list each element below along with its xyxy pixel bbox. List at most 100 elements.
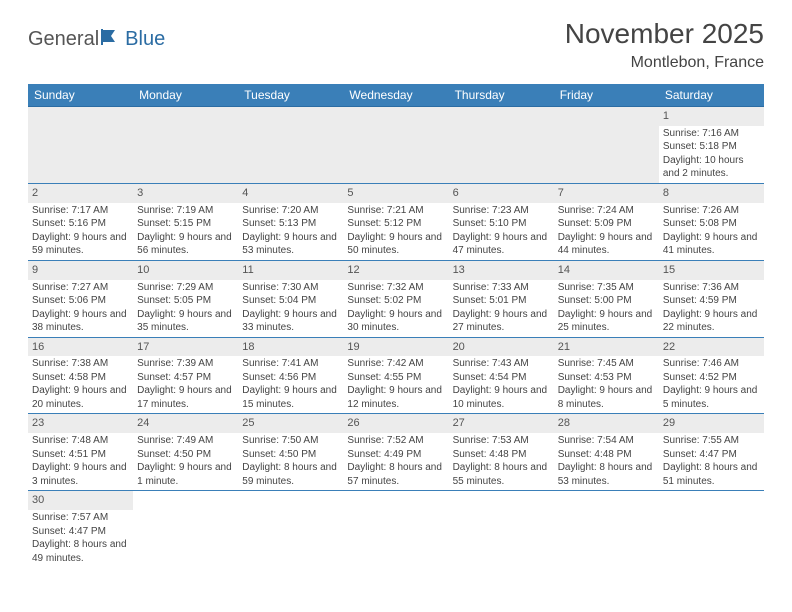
day-details: Sunrise: 7:16 AMSunset: 5:18 PMDaylight:… <box>659 126 764 183</box>
calendar-empty-cell <box>28 107 133 184</box>
day-number: 27 <box>449 414 554 433</box>
calendar-week-row: 9Sunrise: 7:27 AMSunset: 5:06 PMDaylight… <box>28 260 764 337</box>
sunrise-text: Sunrise: 7:19 AM <box>137 204 234 218</box>
calendar-day-cell: 5Sunrise: 7:21 AMSunset: 5:12 PMDaylight… <box>343 183 448 260</box>
calendar-empty-cell <box>554 491 659 567</box>
day-details: Sunrise: 7:39 AMSunset: 4:57 PMDaylight:… <box>133 356 238 413</box>
day-details: Sunrise: 7:36 AMSunset: 4:59 PMDaylight:… <box>659 280 764 337</box>
calendar-day-cell: 30Sunrise: 7:57 AMSunset: 4:47 PMDayligh… <box>28 491 133 567</box>
daylight-text: Daylight: 9 hours and 44 minutes. <box>558 231 655 258</box>
day-number: 16 <box>28 338 133 357</box>
calendar-week-row: 1Sunrise: 7:16 AMSunset: 5:18 PMDaylight… <box>28 107 764 184</box>
calendar-day-cell: 10Sunrise: 7:29 AMSunset: 5:05 PMDayligh… <box>133 260 238 337</box>
weekday-header: Wednesday <box>343 84 448 107</box>
calendar-empty-cell <box>238 107 343 184</box>
daylight-text: Daylight: 9 hours and 10 minutes. <box>453 384 550 411</box>
sunrise-text: Sunrise: 7:43 AM <box>453 357 550 371</box>
sunset-text: Sunset: 4:49 PM <box>347 448 444 462</box>
daylight-text: Daylight: 9 hours and 33 minutes. <box>242 308 339 335</box>
calendar-body: 1Sunrise: 7:16 AMSunset: 5:18 PMDaylight… <box>28 107 764 568</box>
calendar-table: SundayMondayTuesdayWednesdayThursdayFrid… <box>28 84 764 567</box>
calendar-day-cell: 4Sunrise: 7:20 AMSunset: 5:13 PMDaylight… <box>238 183 343 260</box>
day-details: Sunrise: 7:27 AMSunset: 5:06 PMDaylight:… <box>28 280 133 337</box>
sunset-text: Sunset: 5:13 PM <box>242 217 339 231</box>
sunrise-text: Sunrise: 7:29 AM <box>137 281 234 295</box>
day-number: 6 <box>449 184 554 203</box>
sunset-text: Sunset: 4:55 PM <box>347 371 444 385</box>
daylight-text: Daylight: 9 hours and 50 minutes. <box>347 231 444 258</box>
daylight-text: Daylight: 9 hours and 25 minutes. <box>558 308 655 335</box>
sunset-text: Sunset: 4:47 PM <box>32 525 129 539</box>
day-details: Sunrise: 7:19 AMSunset: 5:15 PMDaylight:… <box>133 203 238 260</box>
daylight-text: Daylight: 8 hours and 51 minutes. <box>663 461 760 488</box>
day-number: 24 <box>133 414 238 433</box>
daylight-text: Daylight: 9 hours and 59 minutes. <box>32 231 129 258</box>
calendar-empty-cell <box>133 107 238 184</box>
day-number: 22 <box>659 338 764 357</box>
calendar-day-cell: 26Sunrise: 7:52 AMSunset: 4:49 PMDayligh… <box>343 414 448 491</box>
day-details: Sunrise: 7:55 AMSunset: 4:47 PMDaylight:… <box>659 433 764 490</box>
daylight-text: Daylight: 9 hours and 17 minutes. <box>137 384 234 411</box>
day-details: Sunrise: 7:41 AMSunset: 4:56 PMDaylight:… <box>238 356 343 413</box>
day-details: Sunrise: 7:52 AMSunset: 4:49 PMDaylight:… <box>343 433 448 490</box>
weekday-header: Saturday <box>659 84 764 107</box>
calendar-day-cell: 12Sunrise: 7:32 AMSunset: 5:02 PMDayligh… <box>343 260 448 337</box>
sunset-text: Sunset: 4:53 PM <box>558 371 655 385</box>
sunset-text: Sunset: 5:10 PM <box>453 217 550 231</box>
daylight-text: Daylight: 9 hours and 22 minutes. <box>663 308 760 335</box>
day-number: 26 <box>343 414 448 433</box>
sunset-text: Sunset: 5:01 PM <box>453 294 550 308</box>
calendar-day-cell: 3Sunrise: 7:19 AMSunset: 5:15 PMDaylight… <box>133 183 238 260</box>
sunrise-text: Sunrise: 7:39 AM <box>137 357 234 371</box>
daylight-text: Daylight: 9 hours and 41 minutes. <box>663 231 760 258</box>
calendar-day-cell: 20Sunrise: 7:43 AMSunset: 4:54 PMDayligh… <box>449 337 554 414</box>
sunset-text: Sunset: 4:52 PM <box>663 371 760 385</box>
sunrise-text: Sunrise: 7:48 AM <box>32 434 129 448</box>
day-number: 13 <box>449 261 554 280</box>
calendar-day-cell: 24Sunrise: 7:49 AMSunset: 4:50 PMDayligh… <box>133 414 238 491</box>
day-number: 20 <box>449 338 554 357</box>
sunset-text: Sunset: 5:16 PM <box>32 217 129 231</box>
day-number: 4 <box>238 184 343 203</box>
day-details: Sunrise: 7:29 AMSunset: 5:05 PMDaylight:… <box>133 280 238 337</box>
day-details: Sunrise: 7:23 AMSunset: 5:10 PMDaylight:… <box>449 203 554 260</box>
sunrise-text: Sunrise: 7:36 AM <box>663 281 760 295</box>
day-details: Sunrise: 7:26 AMSunset: 5:08 PMDaylight:… <box>659 203 764 260</box>
calendar-day-cell: 13Sunrise: 7:33 AMSunset: 5:01 PMDayligh… <box>449 260 554 337</box>
daylight-text: Daylight: 9 hours and 12 minutes. <box>347 384 444 411</box>
sunrise-text: Sunrise: 7:50 AM <box>242 434 339 448</box>
calendar-day-cell: 16Sunrise: 7:38 AMSunset: 4:58 PMDayligh… <box>28 337 133 414</box>
logo: General Blue <box>28 18 165 51</box>
daylight-text: Daylight: 9 hours and 8 minutes. <box>558 384 655 411</box>
day-number: 29 <box>659 414 764 433</box>
calendar-empty-cell <box>449 491 554 567</box>
sunset-text: Sunset: 5:18 PM <box>663 140 760 154</box>
sunset-text: Sunset: 4:47 PM <box>663 448 760 462</box>
daylight-text: Daylight: 9 hours and 47 minutes. <box>453 231 550 258</box>
flag-icon <box>101 28 123 51</box>
daylight-text: Daylight: 9 hours and 1 minute. <box>137 461 234 488</box>
calendar-week-row: 23Sunrise: 7:48 AMSunset: 4:51 PMDayligh… <box>28 414 764 491</box>
location: Montlebon, France <box>565 54 764 72</box>
calendar-day-cell: 18Sunrise: 7:41 AMSunset: 4:56 PMDayligh… <box>238 337 343 414</box>
sunset-text: Sunset: 5:06 PM <box>32 294 129 308</box>
logo-text-general: General <box>28 28 99 51</box>
day-details: Sunrise: 7:48 AMSunset: 4:51 PMDaylight:… <box>28 433 133 490</box>
calendar-day-cell: 29Sunrise: 7:55 AMSunset: 4:47 PMDayligh… <box>659 414 764 491</box>
weekday-header: Tuesday <box>238 84 343 107</box>
calendar-empty-cell <box>343 491 448 567</box>
calendar-empty-cell <box>554 107 659 184</box>
sunset-text: Sunset: 4:51 PM <box>32 448 129 462</box>
daylight-text: Daylight: 10 hours and 2 minutes. <box>663 154 760 181</box>
sunrise-text: Sunrise: 7:55 AM <box>663 434 760 448</box>
sunrise-text: Sunrise: 7:21 AM <box>347 204 444 218</box>
sunset-text: Sunset: 4:57 PM <box>137 371 234 385</box>
title-block: November 2025 Montlebon, France <box>565 18 764 72</box>
sunrise-text: Sunrise: 7:33 AM <box>453 281 550 295</box>
sunset-text: Sunset: 5:04 PM <box>242 294 339 308</box>
daylight-text: Daylight: 8 hours and 57 minutes. <box>347 461 444 488</box>
calendar-day-cell: 19Sunrise: 7:42 AMSunset: 4:55 PMDayligh… <box>343 337 448 414</box>
day-number: 28 <box>554 414 659 433</box>
sunset-text: Sunset: 4:54 PM <box>453 371 550 385</box>
sunset-text: Sunset: 4:50 PM <box>242 448 339 462</box>
